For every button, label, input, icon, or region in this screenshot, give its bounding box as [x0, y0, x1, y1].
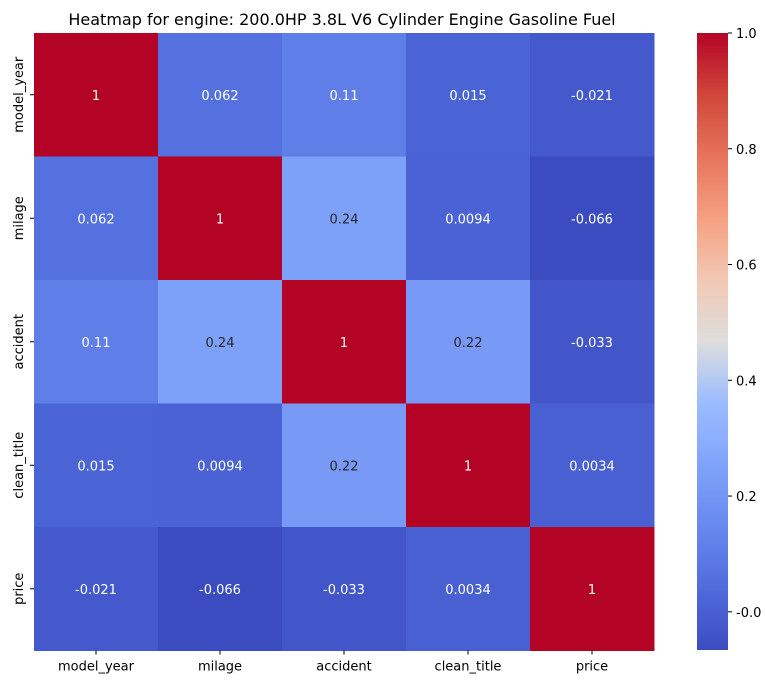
cell-value-label: 0.0094	[197, 459, 243, 474]
heatmap-cell	[530, 527, 655, 651]
heatmap-cell	[530, 33, 655, 157]
heatmap-cell	[34, 527, 159, 651]
cell-value-label: -0.066	[199, 583, 241, 598]
cell-value-label: 1	[92, 89, 100, 104]
heatmap-cell	[406, 156, 531, 281]
cell-value-label: 0.24	[330, 212, 359, 227]
heatmap-cell	[282, 403, 407, 528]
cell-value-label: 0.015	[77, 459, 114, 474]
cell-value-label: 0.0034	[569, 459, 615, 474]
cell-value-label: 0.015	[449, 89, 486, 104]
cell-value-label: 1	[588, 583, 596, 598]
colorbar-tick-label: 0.6	[736, 259, 757, 274]
heatmap-cell	[34, 280, 159, 404]
heatmap-cell	[158, 403, 283, 528]
heatmap-cell	[282, 280, 407, 404]
heatmap-cell	[282, 156, 407, 281]
cell-value-label: 0.11	[330, 89, 359, 104]
heatmap-cell	[406, 280, 531, 404]
heatmap-cell	[282, 527, 407, 651]
colorbar-ticks: 1.0 0.8 0.6 0.4 0.2 -0.0	[728, 27, 761, 621]
y-tick-label: milage	[12, 196, 27, 240]
heatmap-cell	[530, 403, 655, 528]
cell-value-label: 0.0094	[445, 212, 491, 227]
cell-value-label: 1	[340, 336, 348, 351]
colorbar-gradient	[697, 33, 728, 650]
heatmap-cell	[158, 33, 283, 157]
heatmap-cell	[530, 280, 655, 404]
x-tick-label: clean_title	[435, 660, 502, 675]
heatmap-cell	[282, 33, 407, 157]
cell-value-label: 0.062	[201, 89, 238, 104]
heatmap-cell	[34, 156, 159, 281]
x-tick-label: milage	[198, 660, 242, 675]
colorbar-tick-label: 0.8	[736, 143, 757, 158]
y-tick-label: clean_title	[12, 432, 27, 499]
colorbar-tick-label: 1.0	[736, 27, 757, 42]
x-tick-label: accident	[316, 660, 371, 675]
heatmap-cell	[158, 280, 283, 404]
cell-value-label: -0.021	[75, 583, 117, 598]
cell-value-label: 0.22	[330, 459, 359, 474]
colorbar-tick-label: 0.4	[736, 374, 757, 389]
colorbar-tick-label: 0.2	[736, 490, 757, 505]
x-axis: model_year milage accident clean_title price	[58, 650, 608, 675]
cell-value-label: -0.033	[571, 336, 613, 351]
x-tick-label: model_year	[58, 660, 135, 675]
y-tick-label: accident	[12, 314, 27, 369]
heatmap-cell	[406, 403, 531, 528]
cell-value-label: 1	[216, 212, 224, 227]
colorbar-tick-label: -0.0	[736, 606, 761, 621]
heatmap-cell	[158, 156, 283, 281]
cell-value-label: 0.11	[82, 336, 111, 351]
y-tick-label: model_year	[12, 56, 27, 133]
heatmap-cell	[158, 527, 283, 651]
heatmap-cell	[34, 403, 159, 528]
heatmap-cell	[530, 156, 655, 281]
cell-value-label: 0.062	[77, 212, 114, 227]
cell-value-label: -0.021	[571, 89, 613, 104]
heatmap-cells: 1 0.062 0.11 0.015 -0.021 0.062 1 0.24 0.0094 -0.…	[34, 33, 655, 651]
cell-value-label: -0.033	[323, 583, 365, 598]
cell-value-label: 0.22	[454, 336, 483, 351]
heatmap-cell	[406, 527, 531, 651]
cell-value-label: -0.066	[571, 212, 613, 227]
heatmap-cell	[406, 33, 531, 157]
heatmap-cell	[34, 33, 159, 157]
x-tick-label: price	[576, 660, 608, 675]
cell-value-label: 0.0034	[445, 583, 491, 598]
y-tick-label: price	[12, 573, 27, 605]
colorbar: 1.0 0.8 0.6 0.4 0.2 -0.0	[697, 27, 761, 650]
chart-title: Heatmap for engine: 200.0HP 3.8L V6 Cyli…	[68, 10, 615, 29]
cell-value-label: 0.24	[206, 336, 235, 351]
cell-value-label: 1	[464, 459, 472, 474]
